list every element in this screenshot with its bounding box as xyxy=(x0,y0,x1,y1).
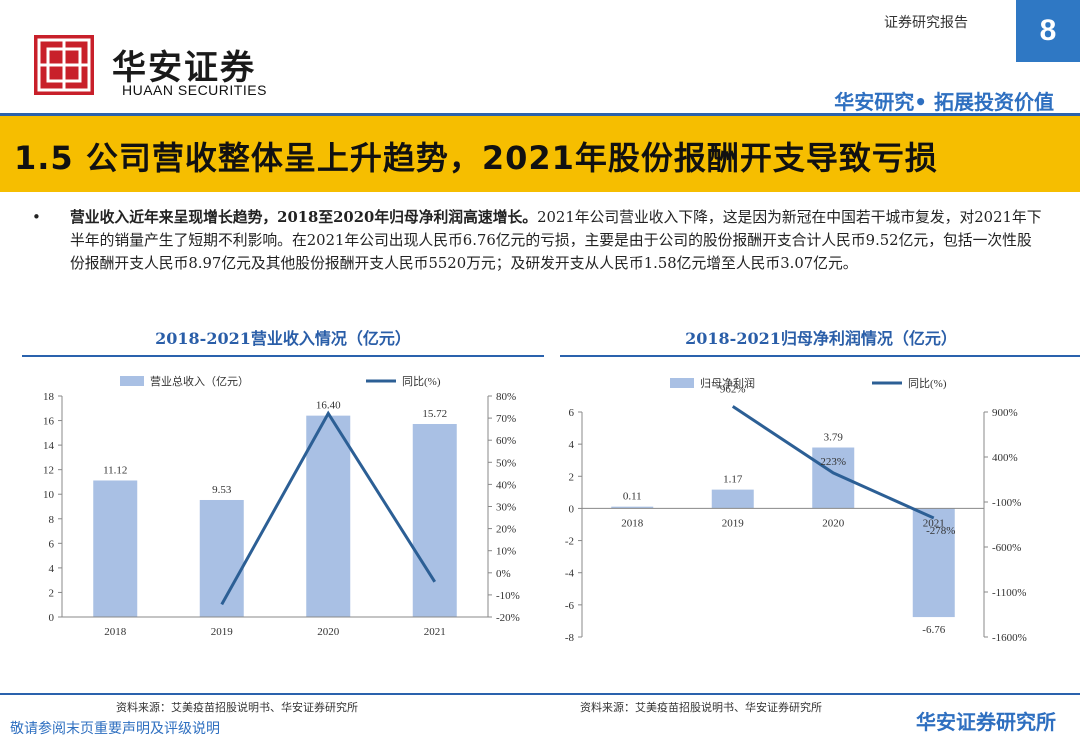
y-tick-label-right: -1100% xyxy=(992,587,1026,599)
x-tick-label: 2018 xyxy=(104,626,127,638)
page-number: 8 xyxy=(1016,0,1080,62)
y-tick-label-right: 20% xyxy=(496,524,516,536)
bar xyxy=(412,423,457,617)
bar-value-label: 15.72 xyxy=(422,408,447,420)
header-divider xyxy=(0,113,1080,116)
y-tick-label-left: -4 xyxy=(565,568,575,580)
line-value-label: 223% xyxy=(820,456,846,468)
y-tick-label-left: 14 xyxy=(43,440,55,452)
x-tick-label: 2019 xyxy=(211,626,234,638)
bar xyxy=(611,506,654,509)
y-tick-label-right: 900% xyxy=(992,407,1018,419)
y-tick-label-left: 12 xyxy=(43,465,54,477)
x-tick-label: 2018 xyxy=(621,517,644,529)
legend-line-label: 同比(%) xyxy=(908,377,947,390)
header-slogan: 华安研究• 拓展投资价值 xyxy=(834,90,1054,114)
y-tick-label-right: 40% xyxy=(496,479,516,491)
x-tick-label: 2020 xyxy=(317,626,340,638)
bullet-icon: • xyxy=(32,208,41,226)
logo-chinese-name: 华安证券 xyxy=(112,48,256,88)
y-tick-label-right: 0% xyxy=(496,568,511,580)
logo-mark xyxy=(37,38,91,92)
slide-title: 1.5 公司营收整体呈上升趋势，2021年股份报酬开支导致亏损 xyxy=(14,139,938,177)
y-tick-label-left: 16 xyxy=(43,416,55,428)
revenue-chart: 营业总收入（亿元） 同比(%) 0 2 4 6 8 10 12 14 16 18 -20% -10% 0% 1… xyxy=(43,374,520,638)
bar xyxy=(912,508,955,618)
y-tick-label-right: -1600% xyxy=(992,632,1027,644)
y-tick-label-right: 10% xyxy=(496,546,516,558)
y-tick-label-left: -2 xyxy=(565,536,574,548)
y-tick-label-right: 70% xyxy=(496,413,516,425)
y-tick-label-right: -20% xyxy=(496,612,520,624)
y-tick-label-left: 4 xyxy=(49,563,55,575)
y-tick-label-left: 2 xyxy=(569,471,575,483)
y-tick-label-left: 0 xyxy=(569,503,575,515)
y-tick-label-right: 400% xyxy=(992,452,1018,464)
y-tick-label-left: -6 xyxy=(565,600,575,612)
net-profit-chart: 归母净利润 同比(%) -8 -6 -4 -2 0 2 4 6 -1600% -1100% -600% -… xyxy=(565,376,1027,644)
yoy-line xyxy=(731,405,935,520)
bar-value-label: 9.53 xyxy=(212,484,232,496)
x-tick-label: 2019 xyxy=(722,517,745,529)
legend-bar-label: 营业总收入（亿元） xyxy=(150,374,249,388)
bullet-body-text: 2021年公司营业收入下降，这是因为新冠在中国若干城市复发，对2021年下半年的… xyxy=(70,209,1042,272)
footer-brand: 华安证券研究所 xyxy=(916,710,1056,734)
bar xyxy=(93,480,138,617)
bar-value-label: 3.79 xyxy=(824,432,844,444)
bullet-bold-text: 营业收入近年来呈现增长趋势，2018至2020年归母净利润高速增长。 xyxy=(70,209,538,226)
y-tick-label-left: 2 xyxy=(49,587,55,599)
chart2-title: 2018-2021归母净利润情况（亿元） xyxy=(685,329,957,348)
x-tick-label: 2021 xyxy=(923,517,945,529)
bar-value-label: -6.76 xyxy=(922,624,945,636)
y-tick-label-left: 4 xyxy=(569,439,575,451)
bullet-paragraph: 营业收入近年来呈现增长趋势，2018至2020年归母净利润高速增长。2021年公… xyxy=(70,206,1045,275)
y-tick-label-left: -8 xyxy=(565,632,575,644)
bar-value-label: 11.12 xyxy=(103,464,127,476)
title-bar xyxy=(0,116,1080,192)
y-tick-label-right: 50% xyxy=(496,457,516,469)
legend-bar-swatch xyxy=(670,378,694,388)
y-tick-label-right: -600% xyxy=(992,542,1021,554)
company-logo xyxy=(34,35,94,95)
report-type-label: 证券研究报告 xyxy=(884,15,968,31)
y-tick-label-left: 18 xyxy=(43,391,55,403)
bar-value-label: 0.11 xyxy=(623,491,642,503)
y-tick-label-left: 6 xyxy=(569,407,575,419)
bar xyxy=(199,499,244,617)
y-tick-label-right: -10% xyxy=(496,590,520,602)
bar-value-label: 16.40 xyxy=(316,400,341,412)
y-tick-label-left: 6 xyxy=(49,538,55,550)
chart2-source: 资料来源：艾美疫苗招股说明书、华安证券研究所 xyxy=(580,701,822,714)
x-tick-label: 2020 xyxy=(822,517,845,529)
chart1-title: 2018-2021营业收入情况（亿元） xyxy=(155,329,411,348)
y-tick-label-right: 60% xyxy=(496,435,516,447)
disclaimer-text: 敬请参阅末页重要声明及评级说明 xyxy=(10,721,220,737)
line-value-label: 962% xyxy=(720,383,746,395)
chart1-title-underline xyxy=(22,355,544,357)
y-tick-label-right: 30% xyxy=(496,502,516,514)
bar xyxy=(711,489,754,509)
y-tick-label-right: 80% xyxy=(496,391,516,403)
chart1-source: 资料来源：艾美疫苗招股说明书、华安证券研究所 xyxy=(116,701,358,714)
chart2-title-underline xyxy=(560,355,1080,357)
yoy-line xyxy=(220,410,437,606)
legend-bar-swatch xyxy=(120,376,144,386)
logo-english-name: HUAAN SECURITIES xyxy=(122,82,267,98)
line-value-label: -278% xyxy=(926,525,955,537)
legend-bar-label: 归母净利润 xyxy=(700,376,755,390)
bar xyxy=(306,415,351,617)
bar-value-label: 1.17 xyxy=(723,474,743,486)
y-tick-label-right: -100% xyxy=(992,497,1021,509)
y-tick-label-left: 10 xyxy=(43,489,55,501)
y-tick-label-left: 8 xyxy=(49,514,55,526)
footer-divider xyxy=(0,693,1080,695)
y-tick-label-left: 0 xyxy=(49,612,55,624)
legend-line-label: 同比(%) xyxy=(402,375,441,388)
x-tick-label: 2021 xyxy=(424,626,446,638)
